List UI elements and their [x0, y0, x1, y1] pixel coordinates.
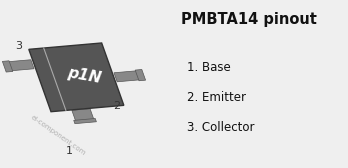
Polygon shape [74, 118, 96, 124]
Polygon shape [8, 60, 34, 71]
Text: 3: 3 [16, 41, 23, 51]
Polygon shape [72, 109, 94, 121]
Text: el-component.com: el-component.com [29, 114, 86, 157]
Polygon shape [135, 70, 145, 81]
Text: 1. Base: 1. Base [187, 61, 231, 74]
Text: PMBTA14 pinout: PMBTA14 pinout [181, 12, 316, 27]
Text: p1N: p1N [66, 65, 103, 86]
Text: 2: 2 [113, 101, 120, 111]
Polygon shape [2, 61, 13, 72]
Text: 3. Collector: 3. Collector [187, 121, 255, 134]
Polygon shape [29, 43, 124, 112]
Text: 2. Emitter: 2. Emitter [187, 91, 246, 104]
Polygon shape [114, 71, 140, 82]
Text: 1: 1 [66, 146, 73, 156]
